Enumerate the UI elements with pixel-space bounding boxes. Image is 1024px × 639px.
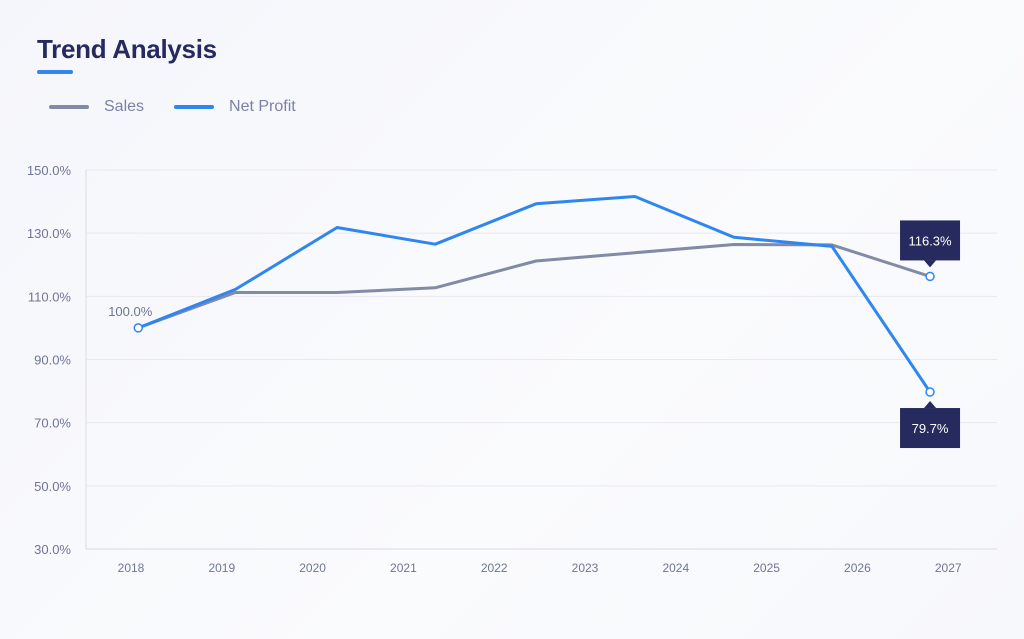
legend: Sales Net Profit [49, 98, 296, 116]
legend-label-net-profit: Net Profit [229, 98, 296, 115]
data-point-net-profit-end [925, 387, 935, 397]
legend-label-sales: Sales [104, 98, 145, 115]
y-tick-label: 130.0% [27, 226, 72, 241]
x-tick-label: 2027 [935, 561, 962, 575]
legend-item-net-profit[interactable]: Net Profit [174, 98, 296, 116]
callout-sales-end-text: 116.3% [908, 233, 952, 248]
legend-swatch-sales [49, 105, 89, 109]
data-point-start [133, 323, 144, 333]
callout-sales-end: 116.3% [900, 220, 961, 268]
chart-title: Trend Analysis [37, 34, 217, 64]
y-tick-label: 70.0% [34, 416, 71, 431]
legend-item-sales[interactable]: Sales [49, 98, 144, 116]
x-tick-label: 2026 [844, 561, 871, 575]
y-tick-label: 110.0% [28, 289, 72, 304]
y-tick-label: 150.0% [27, 163, 72, 178]
callout-sales-end-pointer [924, 260, 937, 268]
x-tick-label: 2021 [390, 561, 417, 575]
callout-net-profit-end-box [900, 408, 961, 449]
y-tick-label: 90.0% [34, 353, 71, 368]
series-line-net-profit [136, 195, 932, 394]
legend-swatch-net-profit [174, 105, 215, 109]
series-line-sales [136, 243, 932, 330]
data-label-start: 100.0% [108, 304, 153, 319]
x-tick-label: 2018 [118, 561, 145, 575]
y-tick-label: 30.0% [34, 542, 71, 557]
x-tick-label: 2025 [753, 561, 780, 575]
callout-net-profit-end: 79.7% [900, 401, 961, 449]
callout-sales-end-box [900, 220, 961, 261]
callout-net-profit-end-text: 79.7% [912, 421, 949, 436]
title-underline [37, 70, 73, 74]
data-point-sales-end [925, 271, 935, 282]
x-tick-label: 2020 [299, 561, 326, 575]
x-tick-label: 2024 [662, 561, 689, 575]
x-tick-label: 2022 [481, 561, 508, 575]
x-tick-label: 2019 [208, 561, 235, 575]
y-tick-label: 50.0% [34, 479, 71, 494]
x-tick-label: 2023 [572, 561, 599, 575]
callout-net-profit-end-pointer [924, 401, 937, 409]
